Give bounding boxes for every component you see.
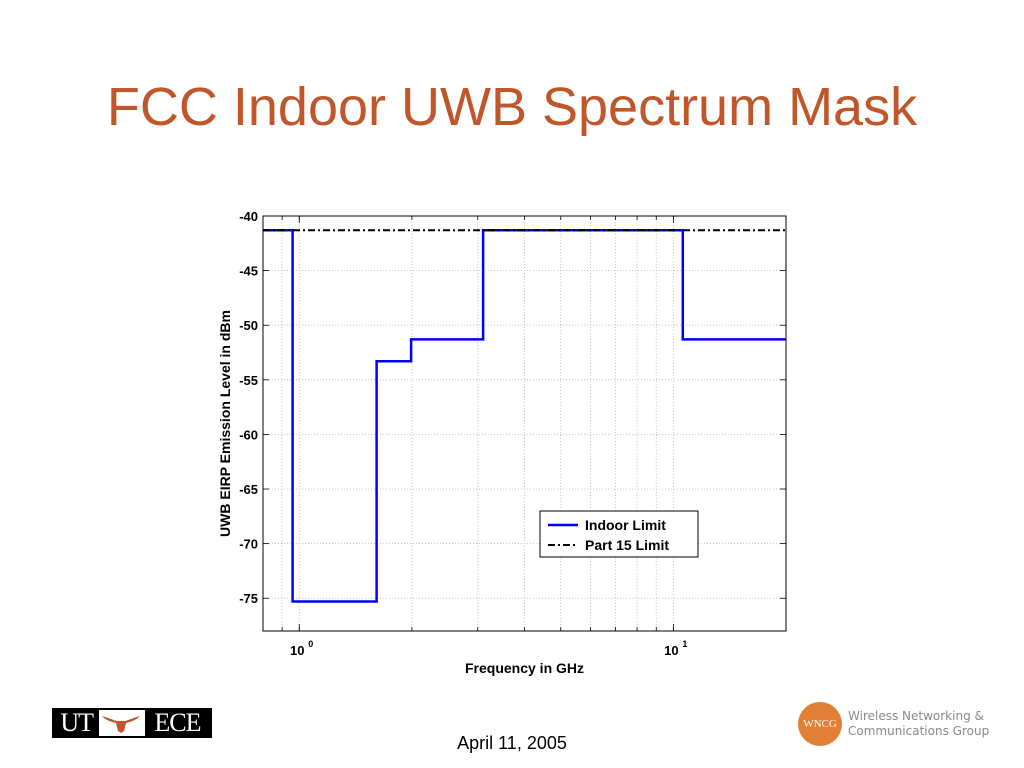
wncg-name: Wireless Networking & Communications Gro… [848, 709, 989, 739]
wncg-name-line2: Communications Group [848, 724, 990, 738]
wncg-badge-icon: WNCG [798, 702, 842, 746]
x-tick-label: 10 [664, 643, 678, 658]
y-axis-label: UWB EIRP Emission Level in dBm [217, 310, 233, 537]
footer-date: April 11, 2005 [457, 733, 567, 753]
ece-logo-text: ECE [142, 710, 210, 736]
y-tick-label: -60 [239, 427, 258, 442]
legend-box [539, 510, 699, 558]
y-tick-label: -70 [239, 537, 258, 552]
x-tick-label-exponent: 1 [682, 639, 687, 649]
y-tick-label: -50 [239, 318, 258, 333]
longhorn-icon [99, 710, 143, 736]
x-tick-label: 10 [290, 643, 304, 658]
ut-logo-text: UT [54, 710, 100, 736]
y-tick-label: -65 [239, 482, 258, 497]
ut-ece-logo: UT ECE [52, 708, 212, 738]
series-line-indoor-limit [263, 228, 786, 603]
legend-label-part15-limit: Part 15 Limit [585, 537, 669, 553]
wncg-name-line1: Wireless Networking & [848, 709, 984, 723]
legend-label-indoor-limit: Indoor Limit [585, 517, 666, 533]
wncg-logo: WNCG Wireless Networking & Communication… [798, 702, 989, 746]
slide-title: FCC Indoor UWB Spectrum Mask [106, 77, 918, 137]
y-tick-label: -55 [239, 373, 258, 388]
y-tick-label: -40 [239, 209, 258, 224]
wncg-badge-text: WNCG [803, 718, 837, 730]
x-axis-label: Frequency in GHz [465, 660, 584, 676]
y-tick-label: -45 [239, 264, 258, 279]
spectrum-mask-chart: -40 -45 -50 -55 -60 -65 -70 -75 10 0 10 1 Frequency … [217, 209, 787, 676]
plot-frame [262, 215, 787, 632]
x-tick-label-exponent: 0 [308, 639, 313, 649]
y-tick-label: -75 [239, 591, 258, 606]
